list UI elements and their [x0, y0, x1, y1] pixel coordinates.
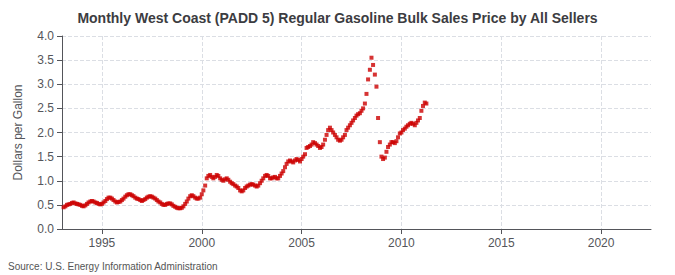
svg-text:1.0: 1.0 [37, 174, 54, 188]
svg-text:3.5: 3.5 [37, 53, 54, 67]
svg-text:2010: 2010 [388, 236, 415, 250]
svg-text:4.0: 4.0 [37, 29, 54, 43]
svg-text:2015: 2015 [488, 236, 515, 250]
svg-text:1.5: 1.5 [37, 150, 54, 164]
svg-text:2000: 2000 [188, 236, 215, 250]
svg-text:Monthly West Coast (PADD 5) Re: Monthly West Coast (PADD 5) Regular Gaso… [77, 10, 597, 26]
svg-text:2005: 2005 [288, 236, 315, 250]
svg-text:0.0: 0.0 [37, 222, 54, 236]
svg-text:2.5: 2.5 [37, 101, 54, 115]
svg-text:0.5: 0.5 [37, 198, 54, 212]
svg-text:2020: 2020 [588, 236, 615, 250]
svg-text:2.0: 2.0 [37, 126, 54, 140]
svg-text:3.0: 3.0 [37, 77, 54, 91]
svg-text:Dollars per Gallon: Dollars per Gallon [11, 84, 25, 180]
svg-text:Source: U.S. Energy Informatio: Source: U.S. Energy Information Administ… [8, 261, 218, 272]
svg-text:1995: 1995 [89, 236, 116, 250]
